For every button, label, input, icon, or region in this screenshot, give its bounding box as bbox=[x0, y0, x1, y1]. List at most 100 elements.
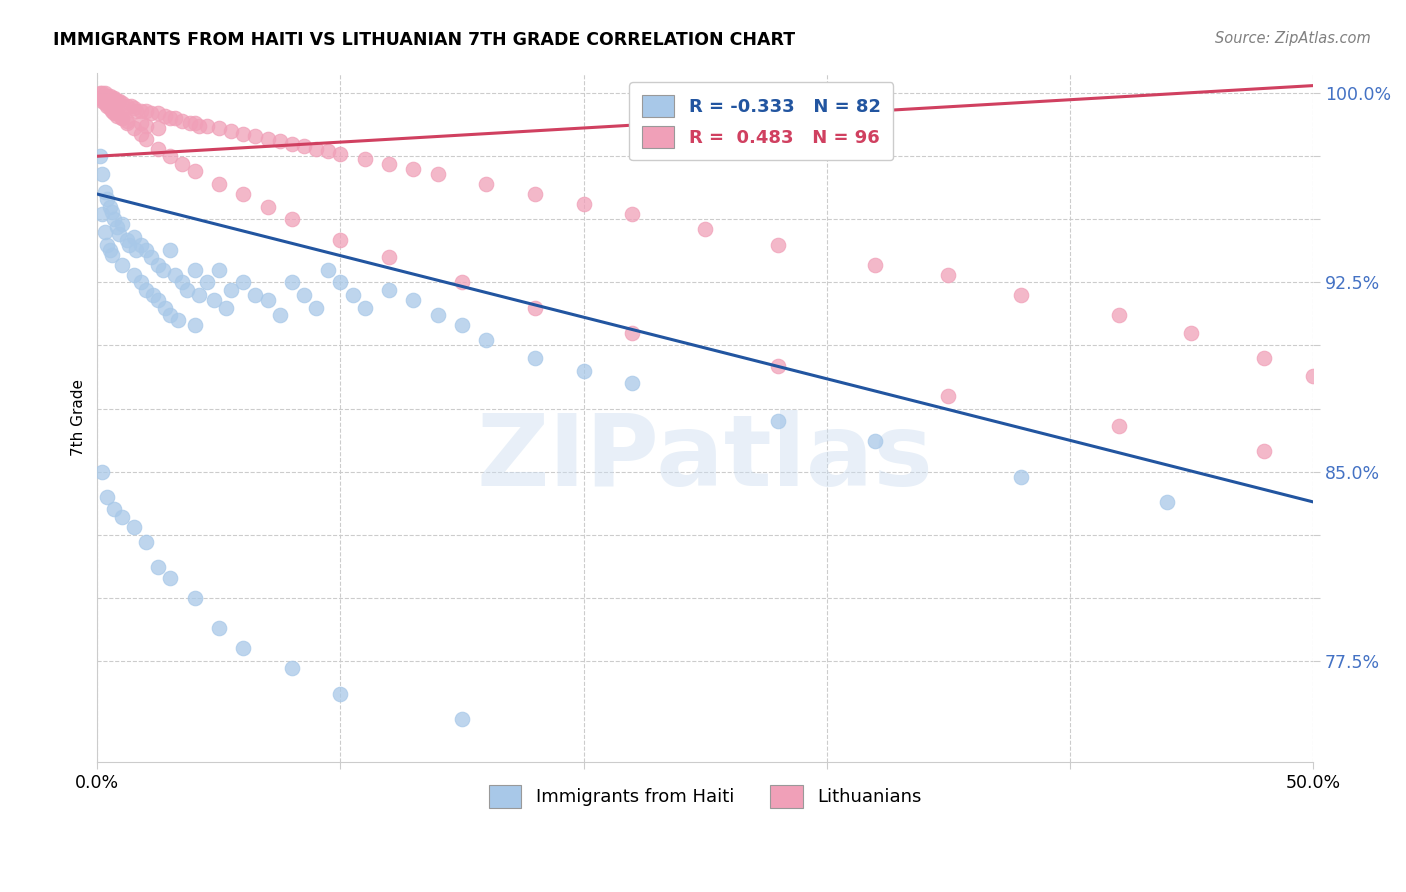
Point bbox=[865, 258, 887, 272]
Point bbox=[208, 177, 231, 191]
Point bbox=[93, 86, 115, 100]
Point bbox=[451, 318, 474, 333]
Point bbox=[93, 185, 115, 199]
Point bbox=[183, 318, 205, 333]
Point bbox=[378, 283, 401, 297]
Point bbox=[183, 262, 205, 277]
Point bbox=[129, 116, 152, 130]
Point bbox=[179, 116, 201, 130]
Point bbox=[318, 262, 340, 277]
Text: IMMIGRANTS FROM HAITI VS LITHUANIAN 7TH GRADE CORRELATION CHART: IMMIGRANTS FROM HAITI VS LITHUANIAN 7TH … bbox=[53, 31, 796, 49]
Point bbox=[146, 142, 169, 156]
Point bbox=[96, 88, 118, 103]
Point bbox=[183, 116, 205, 130]
Point bbox=[129, 237, 152, 252]
Point bbox=[129, 276, 152, 290]
Point bbox=[98, 101, 121, 115]
Point bbox=[103, 212, 125, 227]
Point bbox=[115, 114, 138, 128]
Point bbox=[111, 96, 134, 111]
Point bbox=[281, 661, 304, 675]
Point bbox=[329, 276, 352, 290]
Point bbox=[219, 283, 242, 297]
Point bbox=[172, 276, 194, 290]
Point bbox=[115, 232, 138, 246]
Point bbox=[91, 94, 114, 108]
Point bbox=[766, 414, 789, 428]
Point bbox=[524, 351, 547, 365]
Point bbox=[329, 146, 352, 161]
Legend: Immigrants from Haiti, Lithuanians: Immigrants from Haiti, Lithuanians bbox=[482, 778, 929, 814]
Point bbox=[111, 258, 134, 272]
Point bbox=[865, 434, 887, 449]
Point bbox=[105, 106, 128, 120]
Point bbox=[125, 103, 148, 118]
Point bbox=[305, 142, 328, 156]
Point bbox=[108, 94, 131, 108]
Point bbox=[1302, 368, 1324, 383]
Point bbox=[120, 99, 142, 113]
Point bbox=[146, 106, 169, 120]
Point bbox=[281, 276, 304, 290]
Point bbox=[135, 535, 157, 549]
Point bbox=[122, 230, 145, 244]
Point bbox=[115, 99, 138, 113]
Point bbox=[353, 301, 375, 315]
Point bbox=[152, 262, 174, 277]
Point bbox=[93, 96, 115, 111]
Point bbox=[1156, 495, 1178, 509]
Point bbox=[135, 131, 157, 145]
Point bbox=[91, 207, 114, 221]
Point bbox=[183, 591, 205, 605]
Point bbox=[135, 119, 157, 133]
Point bbox=[245, 288, 267, 302]
Point bbox=[111, 510, 134, 524]
Point bbox=[91, 91, 114, 105]
Point bbox=[122, 520, 145, 534]
Text: Source: ZipAtlas.com: Source: ZipAtlas.com bbox=[1215, 31, 1371, 46]
Point bbox=[208, 121, 231, 136]
Point bbox=[108, 227, 131, 242]
Point bbox=[1010, 469, 1032, 483]
Point bbox=[353, 152, 375, 166]
Point bbox=[122, 101, 145, 115]
Point bbox=[938, 389, 960, 403]
Point bbox=[159, 308, 181, 322]
Point bbox=[426, 308, 449, 322]
Point bbox=[101, 247, 124, 261]
Point bbox=[621, 207, 644, 221]
Point bbox=[96, 99, 118, 113]
Point bbox=[89, 149, 111, 163]
Point bbox=[245, 129, 267, 144]
Point bbox=[118, 237, 141, 252]
Point bbox=[269, 134, 291, 148]
Point bbox=[202, 293, 225, 307]
Point bbox=[155, 301, 177, 315]
Point bbox=[1253, 444, 1275, 458]
Point bbox=[766, 237, 789, 252]
Point bbox=[165, 268, 187, 282]
Point bbox=[172, 157, 194, 171]
Y-axis label: 7th Grade: 7th Grade bbox=[72, 379, 86, 456]
Point bbox=[305, 301, 328, 315]
Point bbox=[96, 192, 118, 206]
Point bbox=[176, 283, 198, 297]
Point bbox=[111, 112, 134, 126]
Point bbox=[135, 243, 157, 257]
Point bbox=[621, 326, 644, 340]
Point bbox=[938, 268, 960, 282]
Point bbox=[166, 313, 188, 327]
Point bbox=[122, 121, 145, 136]
Point bbox=[402, 161, 425, 176]
Point bbox=[101, 204, 124, 219]
Point bbox=[98, 200, 121, 214]
Point bbox=[256, 131, 278, 145]
Point bbox=[219, 124, 242, 138]
Text: ZIPatlas: ZIPatlas bbox=[477, 410, 934, 508]
Point bbox=[1180, 326, 1202, 340]
Point bbox=[766, 359, 789, 373]
Point bbox=[159, 112, 181, 126]
Point bbox=[1010, 288, 1032, 302]
Point bbox=[342, 288, 364, 302]
Point bbox=[122, 268, 145, 282]
